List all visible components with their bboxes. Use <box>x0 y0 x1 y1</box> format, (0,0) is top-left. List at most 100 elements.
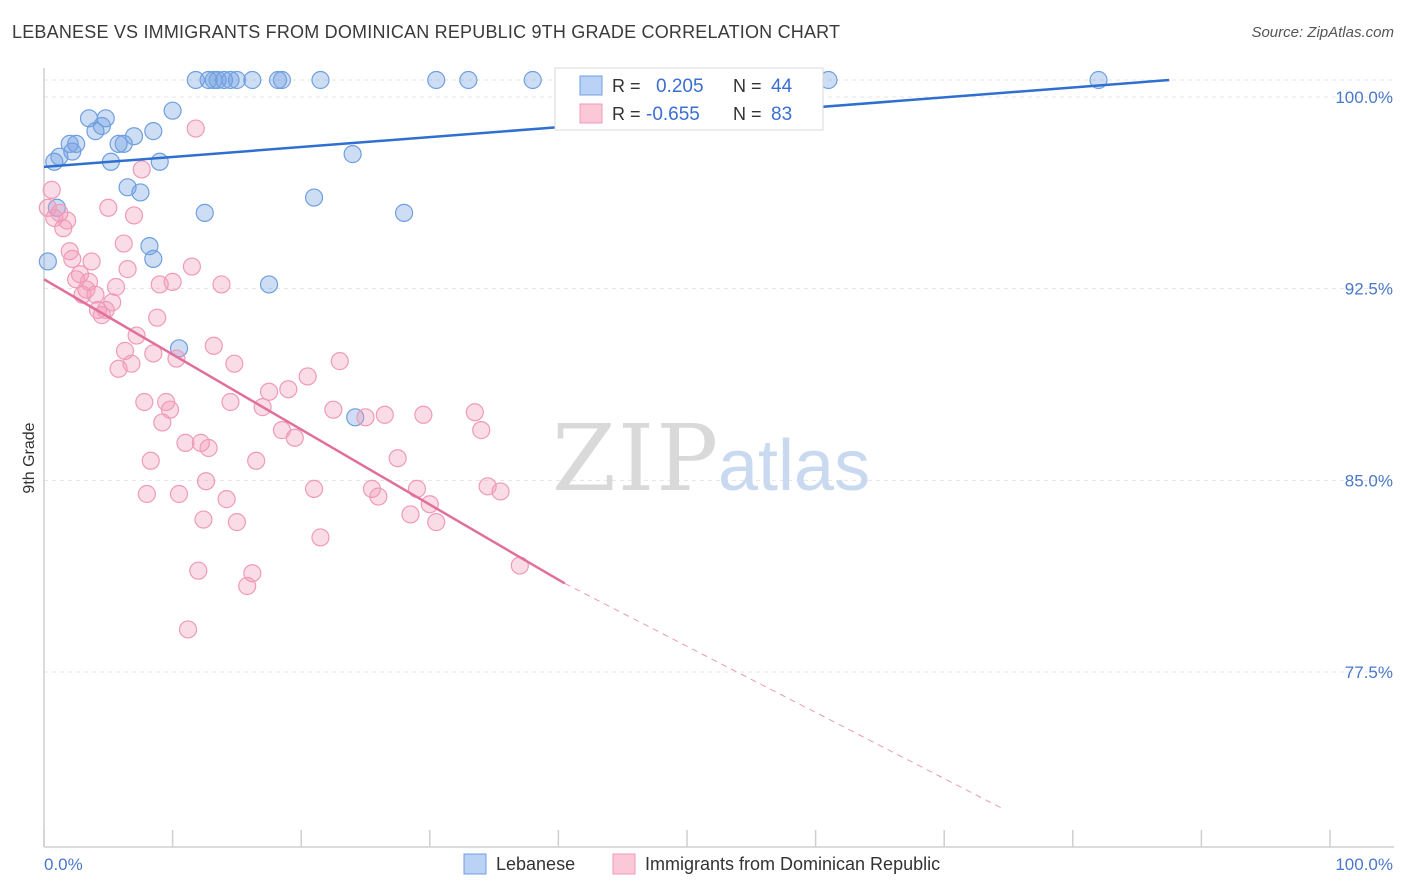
lebanese-point-36 <box>346 408 365 427</box>
dominican-point-25 <box>122 354 141 373</box>
dominican-point-54 <box>225 354 244 373</box>
lebanese-point-44 <box>38 252 57 271</box>
dominican-point-24 <box>118 260 137 279</box>
trend-line-dominican <box>43 278 566 585</box>
series-legend-label-dominican: Immigrants from Dominican Republic <box>645 854 940 874</box>
lebanese-point-16 <box>144 249 163 268</box>
dominican-point-49 <box>199 438 218 458</box>
lebanese-point-18 <box>150 152 169 171</box>
series-legend-swatch-dominican <box>612 853 636 875</box>
dominican-point-66 <box>311 528 330 547</box>
lebanese-point-14 <box>131 183 150 202</box>
legend-r-label-dominican: R = <box>612 104 641 124</box>
x-tick-label-max: 100.0% <box>1335 855 1393 874</box>
watermark: ZIP atlas <box>552 405 870 512</box>
dominican-point-38 <box>163 272 182 291</box>
watermark-atlas: atlas <box>718 426 870 506</box>
legend-n-value-dominican: 83 <box>771 104 792 125</box>
dominican-point-26 <box>124 206 144 225</box>
series-legend-label-lebanese: Lebanese <box>496 854 575 874</box>
lebanese-point-37 <box>394 203 414 222</box>
lebanese-point-30 <box>259 275 279 294</box>
legend-r-value-dominican: -0.655 <box>646 104 700 125</box>
dominican-point-57 <box>243 564 262 583</box>
lebanese-point-8 <box>96 109 115 128</box>
dominican-point-20 <box>106 277 126 297</box>
legend-swatch-dominican <box>579 103 603 124</box>
legend-swatch-lebanese <box>579 75 603 96</box>
dominican-point-18 <box>99 198 118 217</box>
dominican-point-63 <box>285 428 304 447</box>
lebanese-point-26 <box>214 70 234 90</box>
lebanese-point-10 <box>109 134 128 153</box>
dominican-point-73 <box>388 449 407 468</box>
dominican-point-76 <box>414 405 433 424</box>
dominican-point-1 <box>42 180 61 199</box>
series-legend-swatch-lebanese <box>463 853 487 875</box>
lebanese-point-28 <box>227 70 246 90</box>
watermark-zip: ZIP <box>552 405 720 512</box>
dominican-point-65 <box>304 479 324 498</box>
dominican-point-7 <box>63 249 82 268</box>
dominican-point-33 <box>148 308 167 327</box>
lebanese-point-11 <box>114 134 133 153</box>
dominican-point-60 <box>259 382 279 401</box>
lebanese-point-13 <box>124 127 144 146</box>
trend-line-dominican-extension <box>564 582 1003 809</box>
dominican-point-58 <box>247 451 266 470</box>
axes <box>43 68 1394 848</box>
dominican-point-55 <box>227 513 246 532</box>
lebanese-point-40 <box>523 70 542 90</box>
dominican-point-5 <box>58 211 77 230</box>
lebanese-point-4 <box>67 134 86 153</box>
lebanese-point-29 <box>243 70 262 90</box>
y-tick-label-0: 77.5% <box>1345 663 1393 682</box>
dominican-point-72 <box>375 405 394 424</box>
chart-title: LEBANESE VS IMMIGRANTS FROM DOMINICAN RE… <box>12 22 841 42</box>
lebanese-point-33 <box>304 188 324 207</box>
dominican-point-48 <box>196 472 216 491</box>
dominican-point-64 <box>298 367 317 386</box>
dominican-point-13 <box>82 252 101 271</box>
dominican-point-82 <box>491 482 510 501</box>
lebanese-point-21 <box>186 70 205 90</box>
dominican-point-32 <box>144 344 163 363</box>
legend-n-value-lebanese: 44 <box>771 76 793 97</box>
legend-n-label-dominican: N = <box>733 104 762 124</box>
dominican-point-69 <box>356 408 375 427</box>
dominican-point-47 <box>194 510 213 529</box>
dominican-point-50 <box>204 336 223 355</box>
dominican-point-44 <box>186 119 205 138</box>
dominican-point-80 <box>472 421 491 440</box>
lebanese-point-19 <box>163 101 182 120</box>
dominican-point-43 <box>182 257 201 276</box>
dominican-point-71 <box>369 487 388 506</box>
dominican-point-14 <box>86 285 105 304</box>
dominican-point-62 <box>279 380 298 399</box>
x-tick-marks <box>43 830 1331 847</box>
lebanese-point-32 <box>272 70 292 90</box>
lebanese-point-39 <box>459 70 478 90</box>
lebanese-point-22 <box>195 203 214 222</box>
stats-legend: R = 0.205 N = 44 R = -0.655 N = 83 <box>554 67 824 131</box>
dominican-point-74 <box>401 505 420 524</box>
dominican-point-19 <box>103 293 122 312</box>
y-tick-labels: 77.5% 85.0% 92.5% 100.0% <box>1335 88 1393 682</box>
lebanese-point-25 <box>208 70 227 90</box>
y-tick-label-1: 85.0% <box>1345 471 1393 490</box>
dominican-point-31 <box>141 451 160 470</box>
dominican-point-37 <box>160 400 180 419</box>
dominican-point-53 <box>221 392 240 412</box>
lebanese-point-35 <box>343 145 362 164</box>
dominican-point-41 <box>176 433 195 452</box>
dominican-point-68 <box>330 352 349 371</box>
dominican-point-28 <box>132 160 151 179</box>
y-tick-label-3: 100.0% <box>1335 88 1393 107</box>
chart-source: Source: ZipAtlas.com <box>1251 24 1394 41</box>
lebanese-point-38 <box>427 70 446 90</box>
dominican-point-3 <box>50 203 69 222</box>
dominican-point-51 <box>212 275 231 294</box>
y-axis-label: 9th Grade <box>21 422 38 493</box>
legend-n-label-lebanese: N = <box>733 76 762 96</box>
dominican-point-0 <box>38 198 57 217</box>
